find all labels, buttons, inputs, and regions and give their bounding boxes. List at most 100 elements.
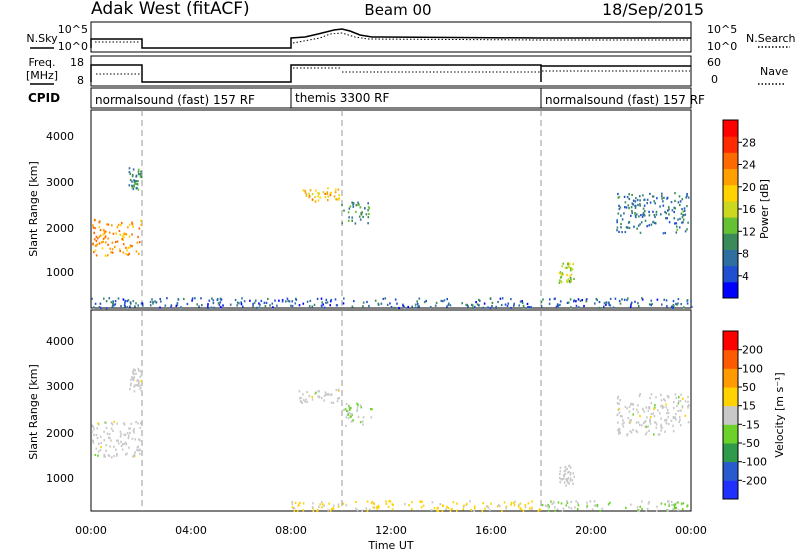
echo-cell — [561, 478, 564, 481]
echo-cell — [128, 427, 130, 430]
echo-cell — [304, 189, 306, 192]
echo-cell — [129, 178, 132, 182]
echo-cell — [347, 211, 350, 214]
echo-cell — [563, 470, 566, 473]
echo-cell — [436, 509, 438, 512]
echo-cell — [559, 466, 562, 469]
time-tick-04: 04:00 — [175, 524, 207, 537]
echo-cell — [569, 477, 572, 480]
echo-cell — [330, 401, 333, 404]
echo-cell — [238, 302, 240, 305]
echo-cell — [338, 197, 340, 200]
echo-cell — [671, 209, 674, 212]
echo-cell — [425, 299, 427, 303]
echo-cell — [103, 228, 105, 231]
echo-cell — [495, 306, 497, 309]
echo-cell — [102, 237, 105, 240]
echo-cell — [134, 182, 136, 185]
echo-cell — [655, 423, 658, 426]
echo-cell — [649, 422, 652, 425]
velocity-ytick-4000: 4000 — [46, 335, 74, 348]
echo-cell — [129, 388, 131, 391]
echo-cell — [104, 235, 107, 238]
echo-cell — [573, 300, 575, 303]
echo-cell — [649, 192, 651, 195]
echo-cell — [639, 199, 641, 202]
echo-cell — [180, 306, 182, 309]
echo-cell — [419, 500, 421, 503]
echo-cell — [577, 298, 580, 301]
nsearch-tick-top: 10^5 — [707, 23, 737, 36]
power-ylabel: Slant Range [km] — [27, 161, 40, 257]
echo-cell — [649, 418, 651, 421]
echo-cell — [348, 216, 350, 219]
echo-cell — [327, 393, 329, 396]
echo-cell — [129, 305, 131, 308]
echo-cell — [675, 506, 677, 509]
echo-cell — [376, 507, 379, 510]
echo-cell — [302, 398, 305, 402]
echo-cell — [617, 192, 619, 196]
echo-cell — [355, 210, 357, 213]
echo-cell — [666, 217, 668, 220]
echo-cell — [452, 501, 455, 504]
echo-cell — [567, 471, 569, 474]
echo-cell — [104, 254, 107, 257]
echo-cell — [560, 478, 562, 481]
echo-cell — [414, 306, 417, 309]
echo-cell — [467, 305, 469, 308]
echo-cell — [476, 303, 479, 306]
echo-cell — [646, 507, 649, 510]
echo-cell — [131, 223, 134, 226]
echo-cell — [569, 466, 572, 469]
echo-cell — [396, 302, 398, 305]
nsky-frame — [90, 21, 692, 53]
echo-cell — [672, 507, 674, 511]
echo-cell — [366, 509, 369, 512]
echo-cell — [519, 507, 522, 510]
echo-cell — [631, 211, 633, 214]
echo-cell — [566, 279, 568, 282]
echo-cell — [111, 305, 114, 308]
echo-cell — [649, 397, 651, 400]
power-ytick-4000: 4000 — [46, 130, 74, 143]
echo-cell — [392, 503, 394, 507]
echo-cell — [139, 370, 142, 373]
echo-cell — [629, 305, 632, 308]
echo-cell — [524, 504, 527, 507]
echo-cell — [654, 421, 656, 424]
echo-cell — [445, 508, 447, 511]
echo-cell — [103, 453, 105, 456]
echo-cell — [138, 369, 140, 372]
echo-cell — [295, 298, 298, 301]
echo-cell — [298, 304, 301, 307]
echo-cell — [675, 396, 678, 400]
echo-cell — [140, 302, 143, 305]
echo-cell — [337, 397, 339, 400]
echo-cell — [626, 196, 629, 199]
echo-cell — [447, 303, 450, 306]
echo-cell — [437, 506, 439, 509]
echo-cell — [120, 440, 122, 443]
echo-cell — [570, 273, 573, 276]
echo-cell — [562, 273, 564, 276]
echo-cell — [349, 406, 351, 410]
echo-cell — [650, 412, 653, 416]
echo-cell — [98, 226, 101, 229]
echo-cell — [678, 400, 680, 403]
echo-cell — [559, 470, 562, 473]
echo-cell — [437, 509, 440, 512]
echo-cell — [382, 297, 385, 300]
echo-cell — [526, 302, 529, 305]
echo-cell — [384, 297, 387, 300]
echo-cell — [466, 303, 468, 307]
echo-cell — [388, 500, 390, 503]
echo-cell — [137, 449, 140, 452]
echo-cell — [370, 408, 372, 411]
echo-cell — [131, 233, 133, 236]
echo-cell — [618, 204, 620, 207]
echo-cell — [299, 397, 301, 400]
echo-cell — [618, 402, 620, 405]
cpid-strip: CPID normalsound (fast) 157 RF themis 33… — [28, 87, 705, 109]
echo-cell — [596, 299, 598, 302]
